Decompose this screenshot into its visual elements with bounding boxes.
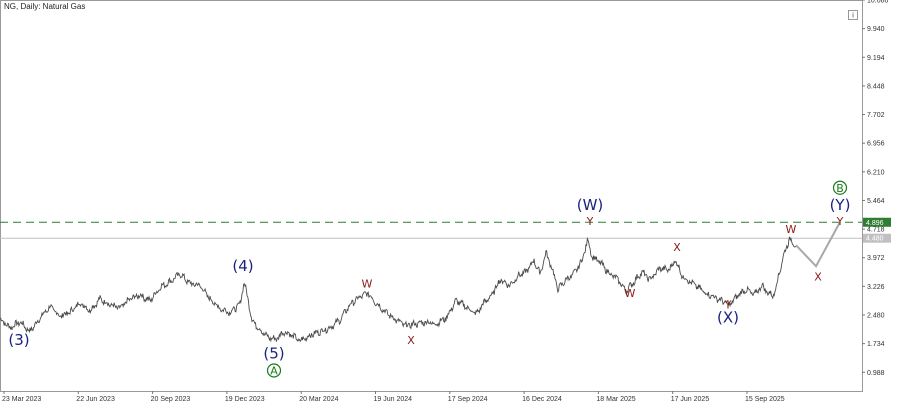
y-tick-label: 3.972 — [867, 255, 885, 262]
price-badges: 4.896 4.480 — [863, 217, 891, 243]
y-tick-label: 7.702 — [867, 112, 885, 119]
y-tick-label: 3.226 — [867, 284, 885, 291]
y-tick-label: 9.940 — [867, 26, 885, 33]
y-tick-label: 4.718 — [867, 227, 885, 234]
x-tick-label: 23 Mar 2023 — [2, 396, 41, 403]
price-series — [0, 236, 797, 343]
wave-circle-label: A — [270, 364, 278, 377]
wave-label: W — [625, 287, 636, 300]
info-icon-glyph: i — [852, 13, 854, 20]
current-price-badge — [863, 233, 891, 243]
x-tick-label: 19 Jun 2024 — [374, 396, 413, 403]
wave-circle — [266, 363, 282, 378]
x-tick-label: 17 Sep 2024 — [448, 396, 488, 403]
x-tick-label: 22 Jun 2023 — [76, 396, 115, 403]
info-icon[interactable]: i — [848, 10, 858, 20]
wave-label: (Y) — [830, 196, 851, 214]
projection-line — [795, 221, 841, 268]
current-price-badge-label: 4.480 — [866, 236, 884, 243]
x-tick-label: 20 Mar 2024 — [299, 396, 338, 403]
wave-circle — [832, 180, 848, 195]
y-tick-label: 9.194 — [867, 55, 885, 62]
wave-label: X — [814, 270, 822, 283]
projection-path — [795, 221, 841, 268]
x-axis: 23 Mar 2023 22 Jun 2023 20 Sep 2023 19 Dec … — [2, 391, 785, 403]
wave-label: (5) — [263, 344, 284, 362]
y-axis: 10.686 9.940 9.194 8.448 7.702 6.956 6.210 5.46… — [862, 0, 889, 377]
x-tick-label: 18 Mar 2025 — [596, 396, 635, 403]
y-tick-label: 8.448 — [867, 83, 885, 90]
x-tick-label: 16 Dec 2024 — [522, 396, 562, 403]
chart-title: NG, Daily: Natural Gas — [4, 2, 86, 11]
wave-label: (3) — [8, 331, 29, 349]
x-tick-label: 15 Sep 2025 — [745, 396, 785, 403]
x-tick-label: 19 Dec 2023 — [225, 396, 265, 403]
x-tick-label: 20 Sep 2023 — [151, 396, 191, 403]
price-lines — [0, 221, 862, 239]
target-price-badge-label: 4.896 — [866, 220, 884, 227]
y-tick-label: 2.480 — [867, 312, 885, 319]
wave-label: X — [673, 241, 681, 254]
price-line — [0, 236, 797, 343]
y-tick-label: 1.734 — [867, 341, 885, 348]
wave-label: X — [407, 334, 415, 347]
wave-label: W — [362, 277, 373, 290]
wave-label: Y — [836, 215, 844, 228]
wave-circle-label: B — [836, 182, 844, 195]
y-tick-label: 6.210 — [867, 169, 885, 176]
wave-label: (4) — [232, 257, 253, 275]
target-price-badge — [863, 217, 891, 227]
y-tick-label: 10.686 — [867, 0, 889, 5]
y-tick-label: 6.956 — [867, 141, 885, 148]
wave-label: Y — [724, 298, 732, 311]
wave-label: (W) — [577, 196, 604, 214]
wave-label: W — [786, 223, 797, 236]
x-tick-label: 17 Jun 2025 — [671, 396, 710, 403]
y-tick-label: 5.464 — [867, 198, 885, 205]
wave-label: (X) — [717, 309, 739, 327]
wave-label: Y — [586, 215, 594, 228]
plot-border — [0, 0, 863, 392]
y-tick-label: 0.988 — [867, 370, 885, 377]
chart-frame — [0, 0, 863, 392]
info-icon-box — [848, 10, 858, 20]
